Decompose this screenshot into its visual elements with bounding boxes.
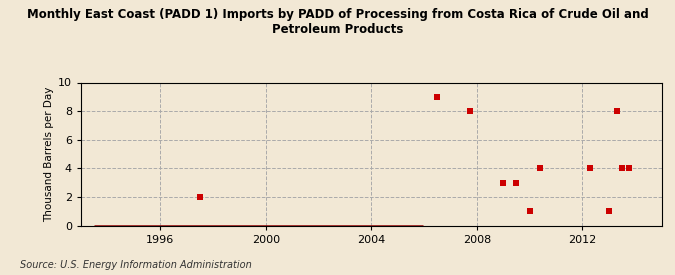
Y-axis label: Thousand Barrels per Day: Thousand Barrels per Day bbox=[44, 86, 54, 222]
Point bbox=[524, 209, 535, 213]
Point bbox=[511, 180, 522, 185]
Point bbox=[497, 180, 508, 185]
Point bbox=[603, 209, 614, 213]
Text: Source: U.S. Energy Information Administration: Source: U.S. Energy Information Administ… bbox=[20, 260, 252, 270]
Point bbox=[616, 166, 627, 170]
Point bbox=[465, 109, 476, 113]
Point bbox=[535, 166, 545, 170]
Point bbox=[432, 95, 443, 99]
Point bbox=[623, 166, 634, 170]
Point bbox=[612, 109, 622, 113]
Point bbox=[194, 195, 205, 199]
Text: Monthly East Coast (PADD 1) Imports by PADD of Processing from Costa Rica of Cru: Monthly East Coast (PADD 1) Imports by P… bbox=[26, 8, 649, 36]
Point bbox=[585, 166, 595, 170]
